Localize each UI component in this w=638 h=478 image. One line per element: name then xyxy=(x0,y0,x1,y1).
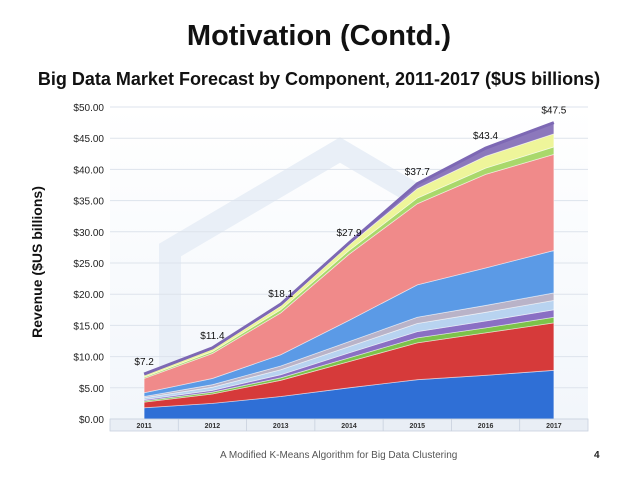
y-tick-label: $35.00 xyxy=(73,197,104,208)
x-tick-label: 2011 xyxy=(137,423,152,430)
y-axis-label: Revenue ($US billions) xyxy=(29,186,45,338)
y-tick-label: $30.00 xyxy=(73,228,104,239)
y-tick-label: $40.00 xyxy=(73,165,104,176)
area-top-outline xyxy=(143,121,555,376)
total-data-label: $47.5 xyxy=(541,106,566,117)
y-tick-label: $25.00 xyxy=(73,259,104,270)
x-axis-band xyxy=(109,418,589,432)
total-data-label: $43.4 xyxy=(473,131,498,142)
x-tick-label: 2012 xyxy=(205,423,221,430)
page-number: 4 xyxy=(594,450,600,461)
x-tick-label: 2013 xyxy=(273,423,289,430)
chart-title: Big Data Market Forecast by Component, 2… xyxy=(37,69,601,89)
total-data-label: $7.2 xyxy=(134,357,154,368)
y-tick-label: $20.00 xyxy=(73,290,104,301)
y-tick-label: $50.00 xyxy=(73,103,104,114)
y-tick-label: $5.00 xyxy=(79,384,104,395)
total-data-label: $37.7 xyxy=(405,167,430,178)
x-tick-label: 2014 xyxy=(341,423,357,430)
total-data-label: $27.9 xyxy=(336,228,361,239)
y-tick-label: $0.00 xyxy=(79,415,104,426)
x-tick-label: 2016 xyxy=(478,423,494,430)
slide-title: Motivation (Contd.) xyxy=(186,20,452,52)
footer-text: A Modified K-Means Algorithm for Big Dat… xyxy=(220,450,458,461)
y-tick-label: $10.00 xyxy=(73,353,104,364)
total-data-label: $11.4 xyxy=(200,331,225,342)
x-tick-label: 2017 xyxy=(546,423,562,430)
x-tick-label: 2015 xyxy=(409,423,425,430)
y-tick-label: $15.00 xyxy=(73,321,104,332)
y-tick-label: $45.00 xyxy=(73,134,104,145)
total-data-label: $18.1 xyxy=(268,289,293,300)
